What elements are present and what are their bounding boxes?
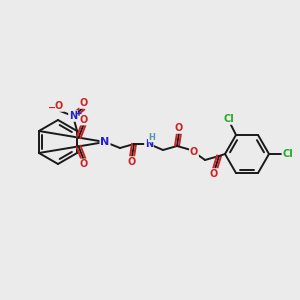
Text: +: + bbox=[75, 109, 81, 118]
Text: −: − bbox=[48, 103, 56, 113]
Text: O: O bbox=[80, 98, 88, 108]
Text: N: N bbox=[100, 137, 109, 147]
Text: N: N bbox=[69, 111, 77, 121]
Text: O: O bbox=[128, 157, 136, 167]
Text: O: O bbox=[80, 115, 88, 124]
Text: O: O bbox=[210, 169, 218, 179]
Text: O: O bbox=[55, 101, 63, 111]
Text: H: H bbox=[148, 133, 155, 142]
Text: N: N bbox=[145, 139, 153, 149]
Text: Cl: Cl bbox=[224, 114, 234, 124]
Text: O: O bbox=[80, 159, 88, 170]
Text: O: O bbox=[175, 123, 183, 133]
Text: O: O bbox=[190, 147, 198, 157]
Text: Cl: Cl bbox=[283, 149, 293, 159]
